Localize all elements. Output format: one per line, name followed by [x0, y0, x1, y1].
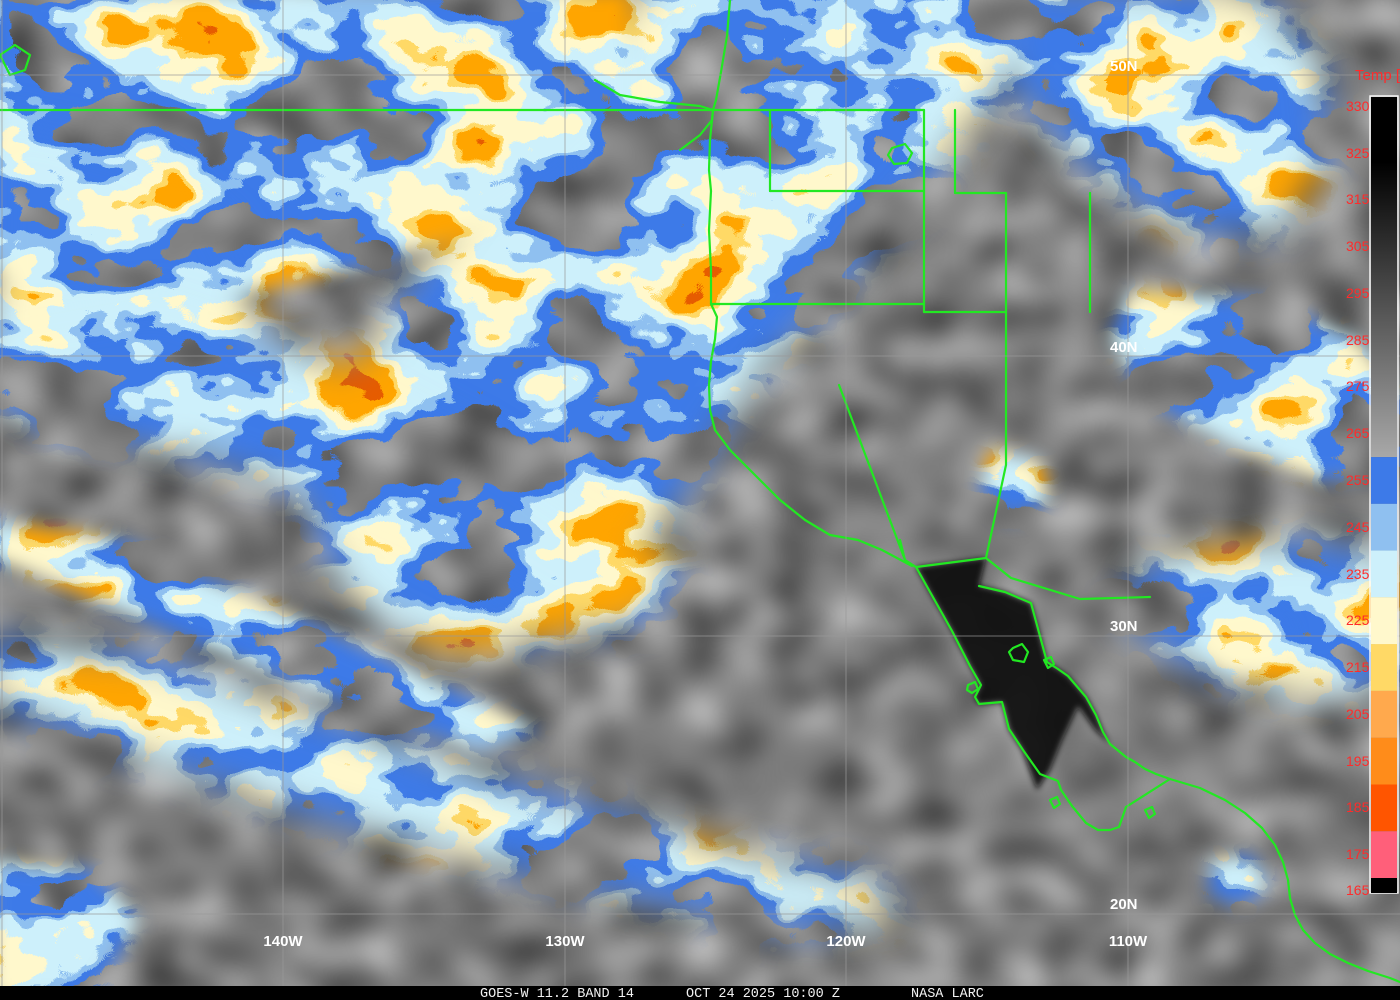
svg-text:215: 215	[1346, 659, 1370, 675]
svg-text:325: 325	[1346, 145, 1370, 161]
svg-text:40N: 40N	[1110, 339, 1138, 356]
svg-text:195: 195	[1346, 753, 1370, 769]
svg-text:225: 225	[1346, 612, 1370, 628]
svg-text:315: 315	[1346, 191, 1370, 207]
svg-text:NASA LARC: NASA LARC	[911, 987, 984, 1000]
svg-text:255: 255	[1346, 472, 1370, 488]
svg-text:130W: 130W	[545, 933, 585, 950]
svg-text:OCT 24 2025 10:00 Z: OCT 24 2025 10:00 Z	[686, 987, 840, 1000]
svg-text:305: 305	[1346, 238, 1370, 254]
svg-text:50N: 50N	[1110, 58, 1138, 75]
svg-text:120W: 120W	[826, 933, 866, 950]
svg-text:235: 235	[1346, 566, 1370, 582]
svg-text:285: 285	[1346, 332, 1370, 348]
svg-text:30N: 30N	[1110, 618, 1138, 635]
svg-text:245: 245	[1346, 519, 1370, 535]
svg-text:20N: 20N	[1110, 896, 1138, 913]
svg-text:140W: 140W	[263, 933, 303, 950]
svg-text:205: 205	[1346, 706, 1370, 722]
svg-text:165: 165	[1346, 882, 1370, 898]
svg-text:275: 275	[1346, 378, 1370, 394]
svg-text:265: 265	[1346, 425, 1370, 441]
svg-text:185: 185	[1346, 799, 1370, 815]
svg-text:330: 330	[1346, 98, 1370, 114]
svg-text:Temp [K]: Temp [K]	[1355, 67, 1400, 84]
svg-text:295: 295	[1346, 285, 1370, 301]
svg-text:175: 175	[1346, 846, 1370, 862]
svg-text:GOES-W 11.2 BAND 14: GOES-W 11.2 BAND 14	[480, 987, 634, 1000]
svg-text:110W: 110W	[1109, 933, 1148, 950]
